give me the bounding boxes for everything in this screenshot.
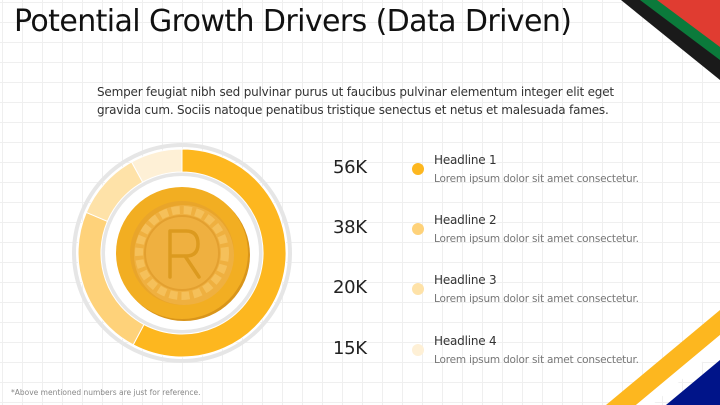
page-title: Potential Growth Drivers (Data Driven): [14, 4, 572, 39]
driver-headline: Headline 4: [434, 334, 497, 348]
driver-headline: Headline 1: [434, 153, 497, 167]
intro-paragraph: Semper feugiat nibh sed pulvinar purus u…: [97, 85, 614, 117]
driver-description: Lorem ipsum dolor sit amet consectetur.: [434, 354, 639, 366]
legend-dot-icon: [412, 163, 424, 175]
driver-value: 15K: [333, 338, 367, 359]
driver-headline: Headline 2: [434, 213, 497, 227]
driver-item-4: 15K Headline 4 Lorem ipsum dolor sit ame…: [333, 326, 673, 372]
driver-description: Lorem ipsum dolor sit amet consectetur.: [434, 233, 639, 245]
driver-item-2: 38K Headline 2 Lorem ipsum dolor sit ame…: [333, 205, 673, 251]
driver-item-1: 56K Headline 1 Lorem ipsum dolor sit ame…: [333, 145, 673, 191]
legend-dot-icon: [412, 223, 424, 235]
driver-description: Lorem ipsum dolor sit amet consectetur.: [434, 173, 639, 185]
donut-segment-1: [132, 148, 287, 358]
legend-dot-icon: [412, 344, 424, 356]
driver-value: 38K: [333, 217, 367, 238]
driver-item-3: 20K Headline 3 Lorem ipsum dolor sit ame…: [333, 265, 673, 311]
donut-chart: [72, 143, 292, 363]
flag-stripes-bottom-right: [606, 310, 720, 405]
driver-description: Lorem ipsum dolor sit amet consectetur.: [434, 293, 639, 305]
legend-dot-icon: [412, 283, 424, 295]
rand-coin-icon: [116, 187, 250, 321]
driver-value: 56K: [333, 157, 367, 178]
footnote: *Above mentioned numbers are just for re…: [11, 388, 201, 397]
driver-value: 20K: [333, 277, 367, 298]
flag-stripes-top-right: [621, 0, 720, 80]
donut-segment-4: [130, 148, 183, 183]
driver-headline: Headline 3: [434, 273, 497, 287]
